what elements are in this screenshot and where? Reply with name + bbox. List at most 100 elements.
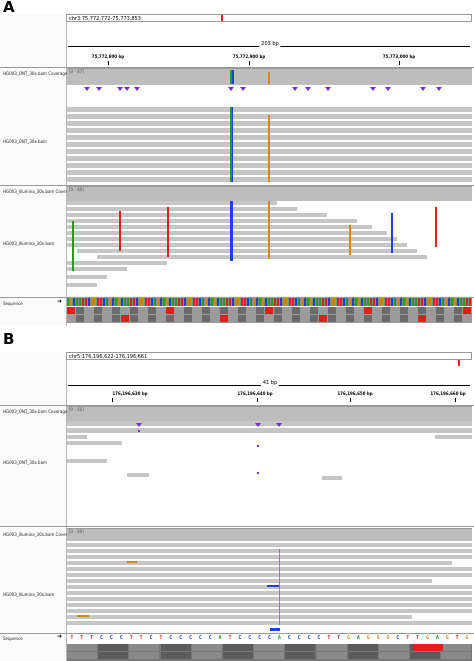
insertion-marker[interactable] [370,87,376,91]
read[interactable] [67,585,472,589]
read[interactable] [67,621,472,625]
read[interactable] [67,615,412,619]
sequence-base-stripe [127,298,130,306]
read[interactable] [67,609,472,613]
insertion-marker[interactable] [240,87,246,91]
translation-codon [454,315,462,322]
translation-codon [129,644,160,651]
read[interactable] [67,219,357,223]
translation-codon [229,307,237,314]
read[interactable] [67,549,472,553]
sequence-base-stripe [460,298,463,306]
read[interactable] [127,473,149,477]
insertion-marker[interactable] [136,423,142,427]
sequence-base: C [294,635,305,642]
read[interactable] [67,555,472,559]
insertion-marker[interactable] [385,87,391,91]
insertion-marker[interactable] [134,87,140,91]
read[interactable] [67,591,472,595]
translation-codon [139,307,147,314]
insertion-marker[interactable] [96,87,102,91]
read[interactable] [67,579,432,583]
read[interactable] [67,603,472,607]
read-mismatch-column [167,207,169,257]
ont-reads-track-b[interactable] [67,421,472,521]
read-mismatch-column [349,225,351,255]
locus-box-b[interactable]: chr5:176,196,622-176,196,661 [66,352,472,360]
read[interactable] [67,213,327,217]
insertion-marker[interactable] [255,423,261,427]
read[interactable] [67,459,107,463]
track-label-sequence: Sequence [3,301,23,306]
panel-b-label: B [3,330,15,348]
read[interactable] [67,267,127,271]
illumina-reads-track-b[interactable] [67,541,472,633]
sequence-base-stripe [373,298,376,306]
read[interactable] [67,543,472,547]
read[interactable] [67,573,472,577]
sequence-base: C [146,635,156,642]
read[interactable] [97,255,427,259]
read[interactable] [67,441,122,445]
read[interactable] [67,421,472,426]
translation-codon [441,652,472,659]
ont-reads-track-a[interactable] [67,85,472,185]
read[interactable] [67,231,387,235]
insertion-marker[interactable] [325,87,331,91]
read[interactable] [67,107,472,112]
read[interactable] [67,283,97,287]
translation-codon [254,652,285,659]
sequence-base-stripe [283,298,286,306]
read-insertion-dot [257,445,259,447]
read[interactable] [67,207,297,211]
read[interactable] [67,567,472,571]
read[interactable] [67,435,87,439]
read[interactable] [67,261,167,265]
sequence-base-stripe [208,298,211,306]
read[interactable] [77,249,417,253]
translation-codon [347,652,378,659]
strand-arrow-icon[interactable]: ➜ [57,298,63,305]
read-mismatch-column [230,107,232,182]
translation-codon [121,307,129,314]
insertion-marker[interactable] [117,87,123,91]
translation-codon [409,307,417,314]
translation-codon [346,307,354,314]
sequence-base-stripe [310,298,313,306]
insertion-marker[interactable] [292,87,298,91]
insertion-marker[interactable] [124,87,130,91]
insertion-marker[interactable] [305,87,311,91]
read[interactable] [322,476,342,480]
read-insertion-column [279,549,280,625]
translation-codon [418,307,426,314]
insertion-marker[interactable] [84,87,90,91]
sequence-base: C [106,635,117,642]
insertion-marker[interactable] [420,87,426,91]
insertion-marker[interactable] [436,87,442,91]
read[interactable] [67,201,277,205]
read[interactable] [67,597,472,601]
read[interactable] [67,243,407,247]
translation-codon [220,307,228,314]
insertion-marker[interactable] [276,423,282,427]
sequence-base-stripe [379,298,382,306]
sequence-base-stripe [247,298,250,306]
read[interactable] [435,435,472,439]
read[interactable] [67,275,107,279]
locus-box-a[interactable]: chr3:75,772,772-75,773,853 [66,14,472,22]
insertion-marker[interactable] [228,87,234,91]
read[interactable] [67,428,472,433]
translation-codon [274,315,282,322]
translation-codon [347,644,378,651]
translation-track-a [67,307,472,323]
sequence-base-stripe [430,298,433,306]
sequence-base-stripe [271,298,274,306]
read[interactable] [67,561,452,565]
sequence-base: T [126,635,137,642]
illumina-reads-track-a[interactable] [67,201,472,296]
sequence-base-stripe [328,298,331,306]
sequence-base-stripe [289,298,292,306]
translation-codon [285,644,316,651]
read[interactable] [67,225,372,229]
strand-arrow-icon[interactable]: ➜ [57,633,63,640]
